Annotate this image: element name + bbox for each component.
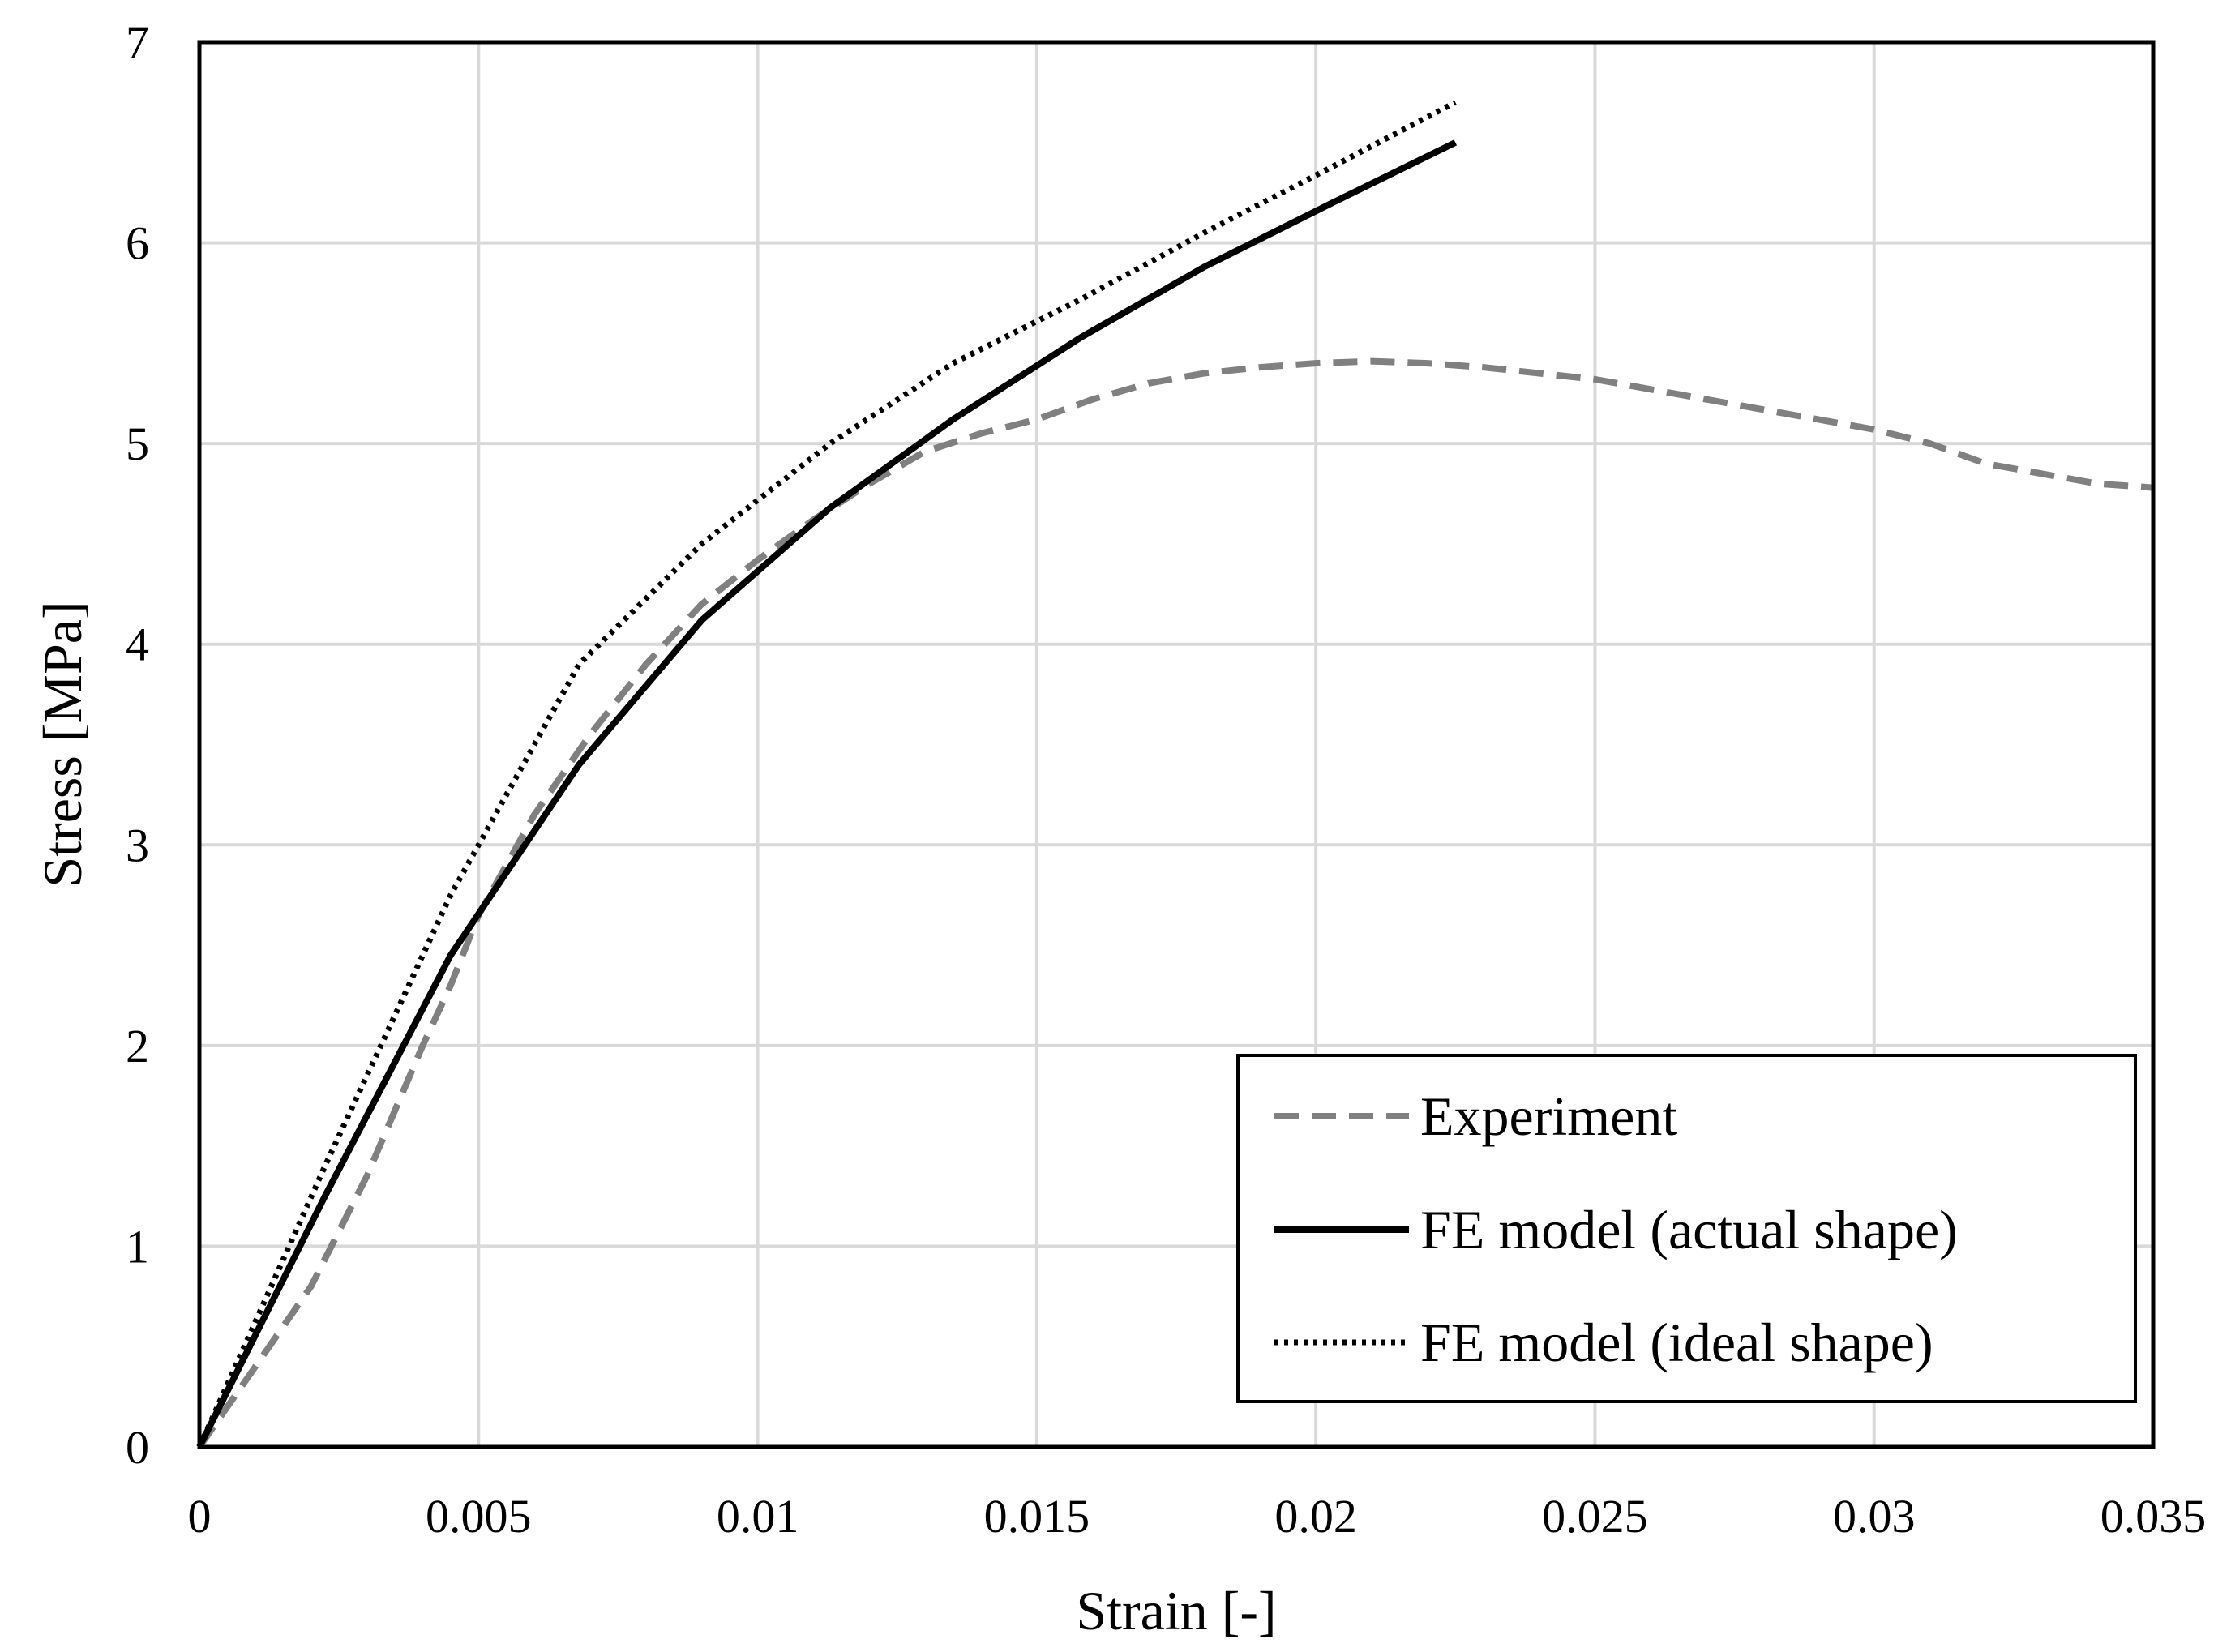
series-layer [196,100,2154,1449]
legend: Experiment FE model (actual shape) FE mo… [1236,1054,2137,1403]
x-tick-label: 0.015 [984,1490,1090,1543]
series-line-fe-actual [196,139,1458,1449]
y-tick-label: 5 [126,417,149,470]
x-tick-label: 0.03 [1833,1490,1916,1543]
x-tick-label: 0.035 [2100,1490,2207,1543]
x-tick-label: 0.01 [717,1490,799,1543]
legend-label-experiment: Experiment [1420,1085,1677,1147]
plot-area-frame [197,40,2156,1449]
legend-label-fe-actual: FE model (actual shape) [1420,1199,1958,1260]
x-axis-tick-labels: 0 0.005 0.01 0.015 0.02 0.025 0.03 0.035 [188,1490,2207,1543]
y-axis-title: Stress [MPa] [32,601,93,887]
y-tick-label: 1 [126,1220,149,1273]
grid-lines [199,42,2153,1447]
y-tick-label: 2 [126,1020,149,1072]
legend-label-fe-ideal: FE model (ideal shape) [1420,1312,1933,1373]
y-tick-label: 0 [126,1421,149,1474]
y-tick-label: 3 [126,819,149,871]
x-tick-label: 0 [188,1490,212,1543]
x-tick-label: 0.025 [1542,1490,1648,1543]
x-tick-label: 0.005 [426,1490,532,1543]
y-tick-label: 4 [126,618,149,671]
x-axis-title: Strain [-] [1076,1580,1276,1641]
series-line-fe-ideal [196,100,1457,1449]
y-tick-label: 7 [126,16,149,69]
y-axis-tick-labels: 0 1 2 3 4 5 6 7 [126,16,149,1474]
y-tick-label: 6 [126,217,149,270]
x-tick-label: 0.02 [1274,1490,1357,1543]
